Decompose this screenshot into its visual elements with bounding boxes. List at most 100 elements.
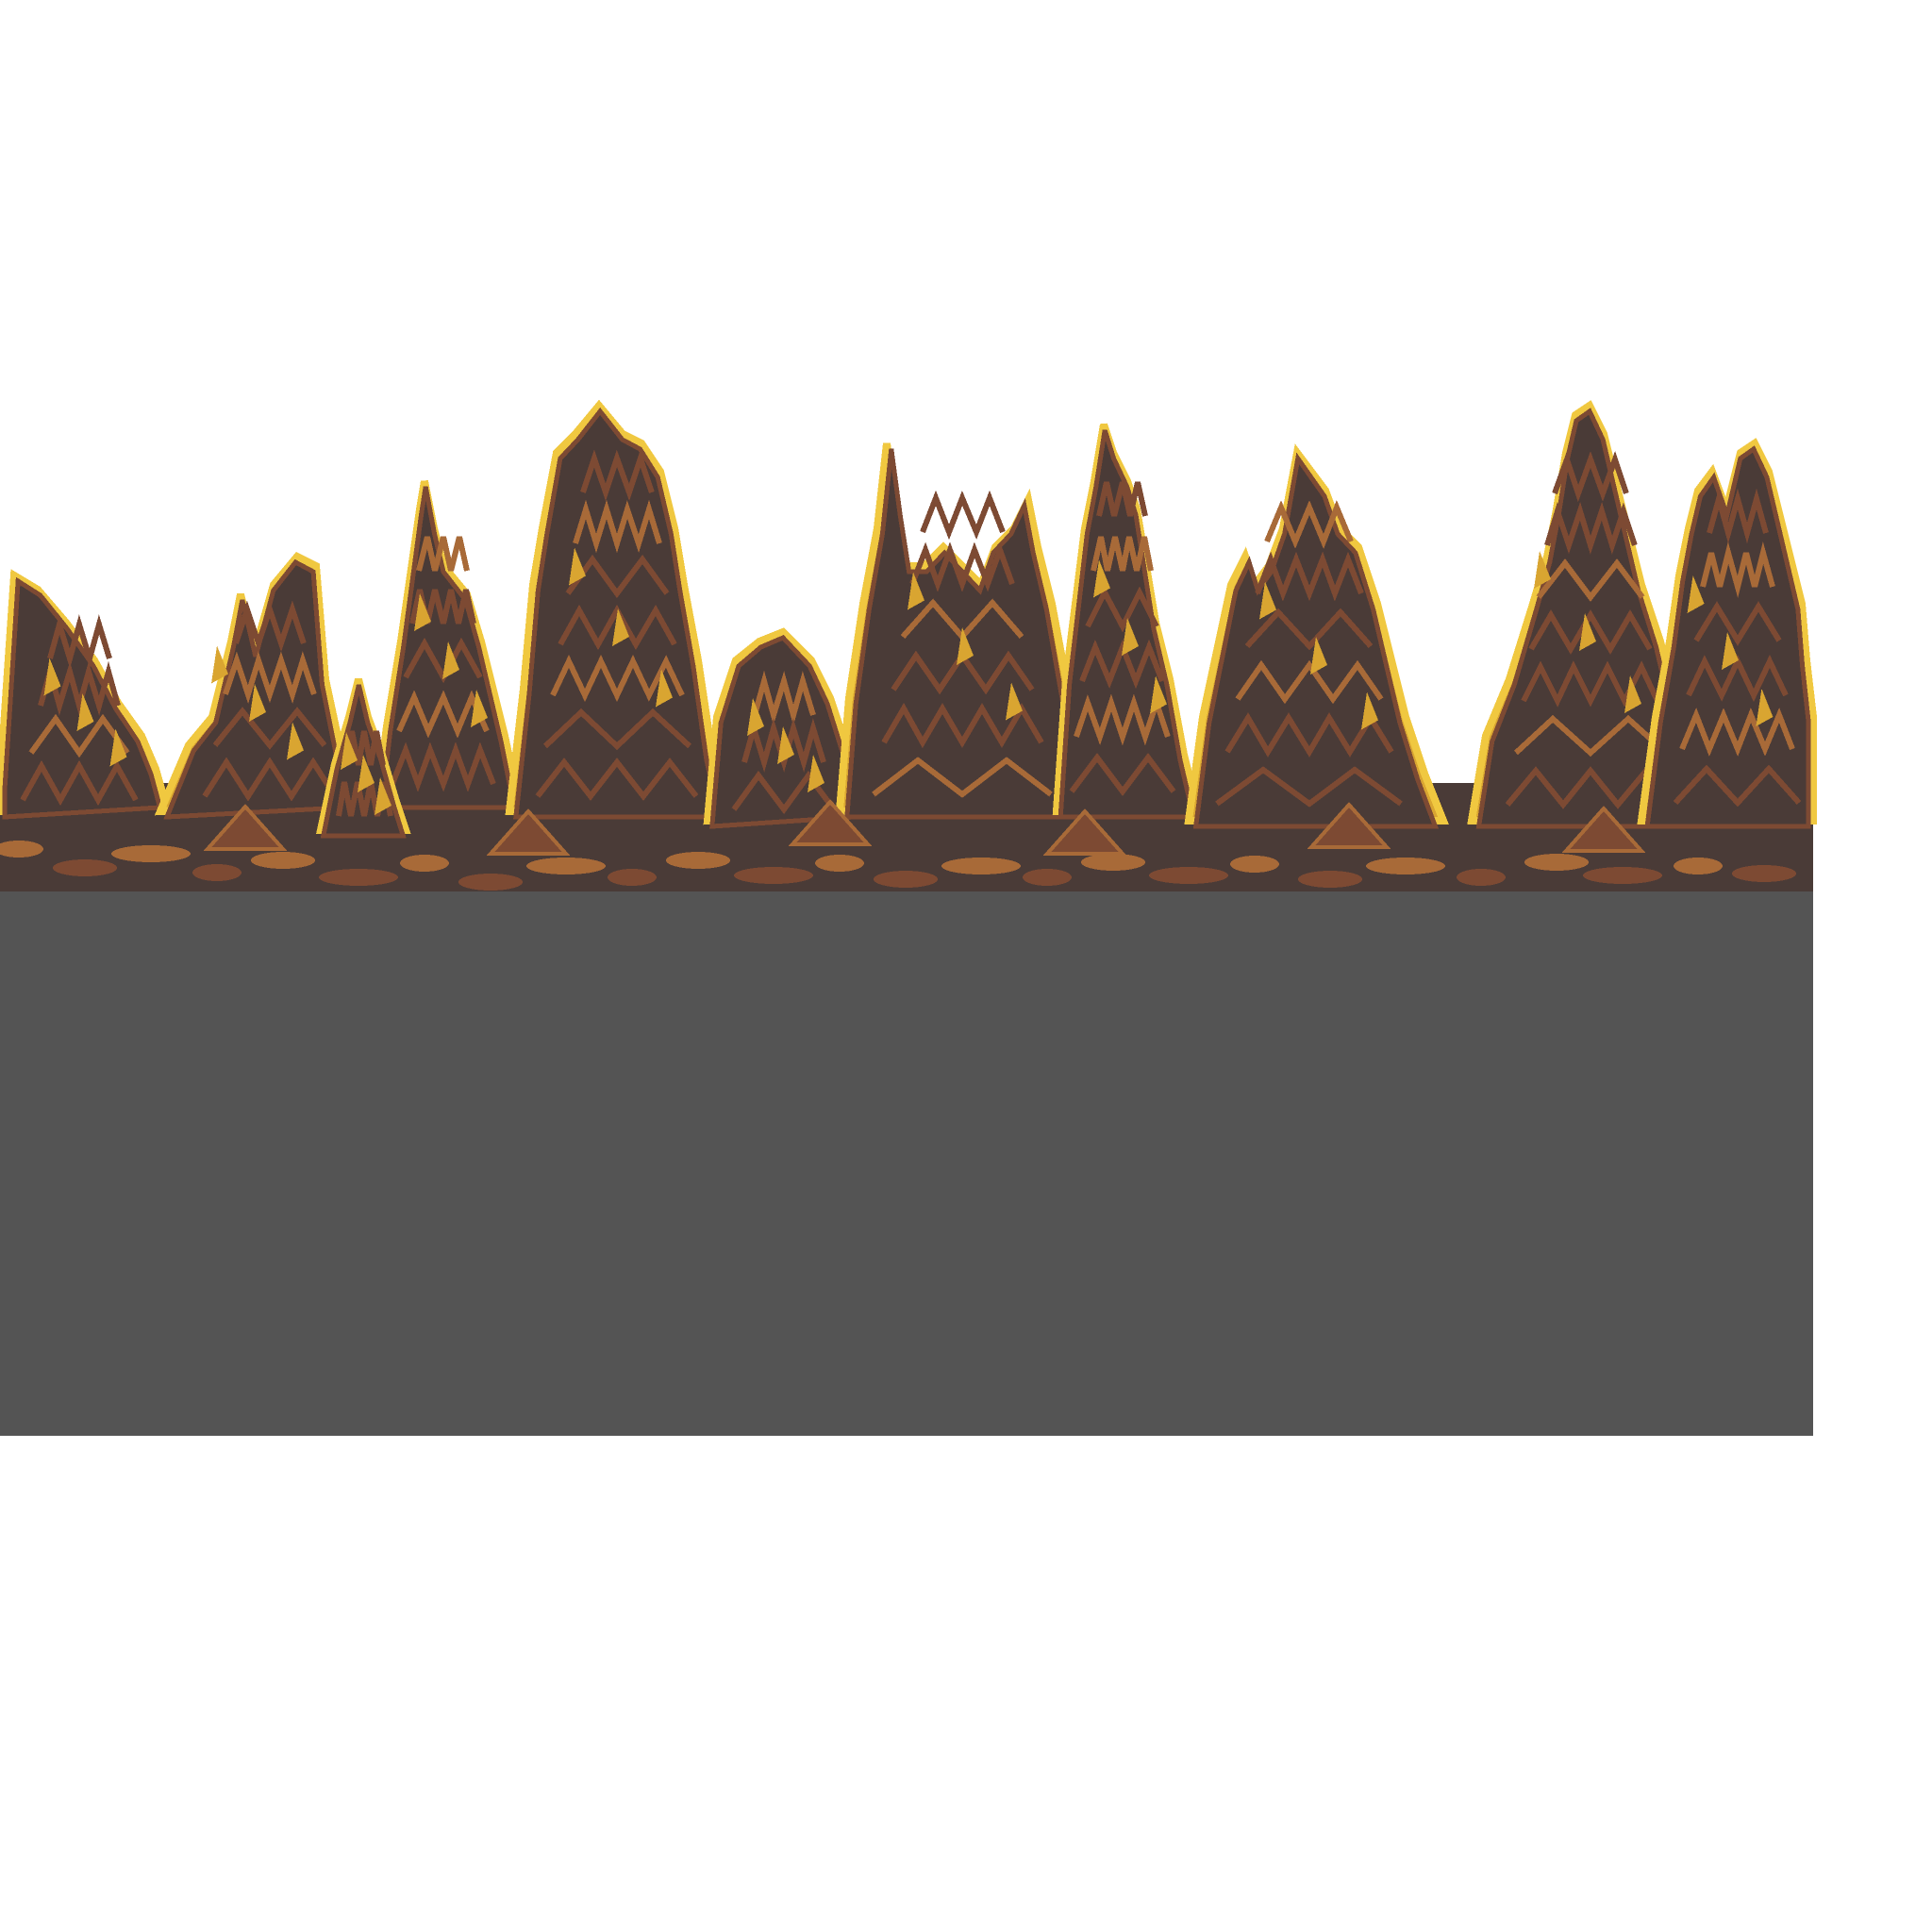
spire-ridge-line: [573, 499, 662, 554]
rubble-stone: [1298, 871, 1362, 888]
spire-highlight: [1534, 551, 1551, 589]
spire-ridge-line: [1224, 712, 1394, 758]
spire-highlight: [76, 693, 94, 731]
spire-ridge-line: [920, 490, 1006, 541]
spire-highlight: [1093, 559, 1110, 598]
rubble-stone: [192, 864, 242, 881]
spire-ridge-line: [1673, 764, 1802, 808]
spire-left-short-spire: [316, 678, 411, 839]
spire-highlight: [1756, 689, 1774, 726]
spire-highlight: [808, 755, 824, 792]
rock-spires-layer: [0, 399, 1817, 896]
spire-far-right-spire: [1637, 438, 1817, 829]
spire-highlight: [43, 658, 61, 696]
spire-highlight: [747, 698, 764, 736]
spire-ridge-line: [1079, 639, 1165, 690]
rubble-stone: [1081, 854, 1145, 871]
spire-highlight: [375, 777, 391, 815]
spire-ridge-line: [1096, 481, 1148, 517]
spire-ridge-line: [550, 654, 685, 703]
spire-ridge-line: [1255, 551, 1364, 602]
rubble-stone: [734, 867, 813, 884]
spire-ridge-line: [881, 702, 1044, 749]
spire-ridge-line: [1528, 609, 1653, 655]
spire-highlight: [341, 732, 358, 770]
spire-ridge-line: [1091, 536, 1154, 572]
spire-ridge-line: [1686, 654, 1789, 703]
spire-ridge-line: [872, 757, 1053, 798]
rubble-stone: [400, 855, 449, 872]
rubble-stone: [458, 874, 523, 891]
spire-ridge-line: [20, 759, 139, 807]
spire-ridge-line: [1244, 608, 1374, 651]
spire-ridge-line: [343, 730, 386, 766]
spire-ridge-line: [390, 741, 496, 792]
spire-highlight: [109, 728, 127, 767]
rubble-stone: [0, 841, 43, 858]
rubble-band-layer: [0, 798, 1796, 891]
spire-highlight: [957, 627, 974, 665]
spire-ridge-line: [1264, 499, 1354, 550]
spire-ridge-line: [396, 690, 490, 739]
spire-highlight: [442, 641, 459, 679]
spire-ridge-line: [1700, 541, 1775, 598]
spire-highlight: [1310, 637, 1327, 675]
spire-ridge-line: [741, 718, 826, 773]
spire-highlight: [287, 722, 304, 760]
spire-ridge-line: [1679, 707, 1795, 758]
spire-ridge-line: [1536, 558, 1645, 602]
spire-ridge-line: [1707, 488, 1769, 544]
spire-center-needle-cluster: [835, 442, 1090, 820]
spire-ridge-line: [752, 670, 816, 726]
spire-ridge-line: [223, 651, 317, 704]
rubble-stone: [1524, 854, 1589, 871]
rubble-mound: [788, 798, 873, 846]
spire-ridge-line: [47, 614, 112, 669]
rubble-stone: [1457, 869, 1506, 886]
rubble-stone: [874, 871, 938, 888]
spire-center-right-spire: [1184, 443, 1449, 829]
spire-ridge-line: [909, 541, 1015, 592]
spire-far-left-horn: [0, 569, 171, 820]
spire-highlight: [777, 726, 794, 764]
rubble-mound: [486, 808, 571, 856]
spire-center-tall-spire: [1052, 423, 1204, 820]
spire-highlight: [1687, 575, 1705, 613]
spire-ridge-line: [1074, 693, 1171, 746]
spire-highlight: [1122, 618, 1139, 656]
spire-highlight: [656, 669, 673, 708]
rubble-stone: [53, 859, 117, 876]
spire-ridge-line: [1069, 753, 1176, 796]
spire-highlight: [1579, 613, 1596, 651]
spire-ridge-line: [580, 449, 655, 502]
spire-ridge-line: [1544, 502, 1638, 555]
spire-ridge-line: [542, 708, 692, 751]
rubble-stone: [1230, 856, 1279, 873]
spire-highlight: [1259, 581, 1276, 620]
spire-highlight: [414, 593, 431, 631]
rubble-stone: [608, 869, 657, 886]
rubble-mound: [1307, 801, 1391, 849]
spire-ridge-line: [212, 707, 327, 750]
rubble-stone: [1674, 858, 1723, 874]
spire-ridge-line: [565, 554, 670, 599]
spire-highlight: [211, 645, 228, 684]
rubble-stone: [319, 869, 398, 886]
spire-highlight: [1722, 632, 1739, 670]
spire-highlight: [908, 572, 924, 610]
spire-left-double-spire: [154, 552, 354, 820]
rubble-mound: [1042, 808, 1127, 856]
rubble-mound: [1561, 805, 1646, 853]
rubble-stone: [1732, 865, 1796, 882]
rubble-stone: [815, 855, 864, 872]
spire-ridge-line: [1085, 586, 1159, 633]
spire-ridge-line: [1693, 601, 1782, 646]
spire-highlight: [471, 690, 488, 727]
rubble-stone: [1366, 858, 1445, 874]
spire-ridge-line: [28, 713, 130, 758]
rubble-stone: [1583, 867, 1662, 884]
spire-ridge-line: [202, 757, 338, 802]
rubble-stone: [526, 858, 606, 874]
spire-ridge-line: [1552, 450, 1629, 503]
rubble-stone: [1023, 869, 1072, 886]
